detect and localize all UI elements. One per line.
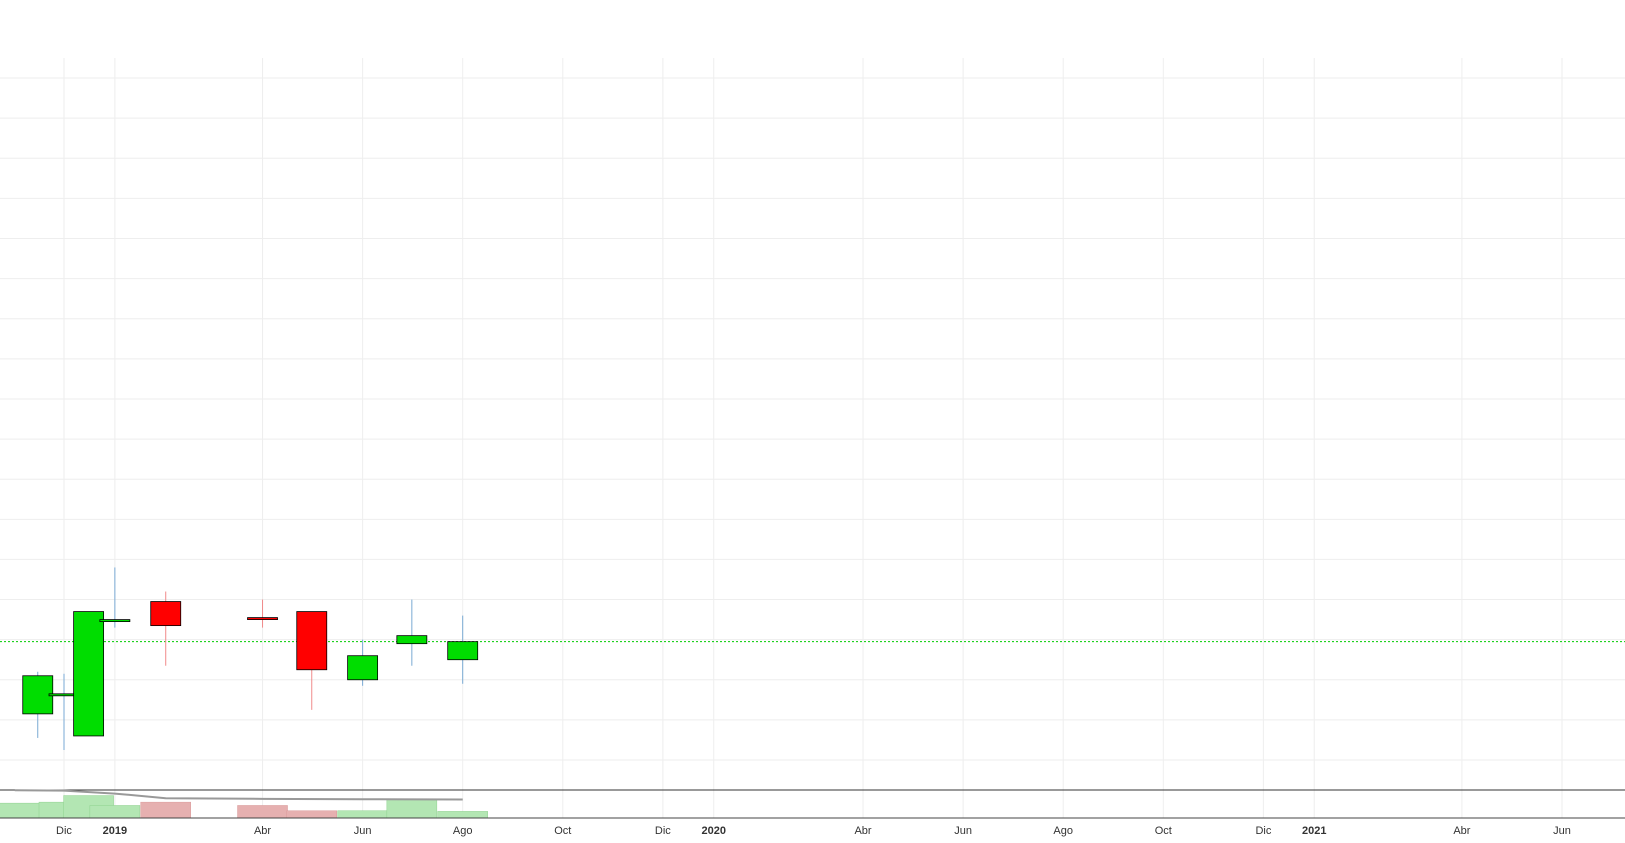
x-tick-label: Dic	[56, 825, 72, 837]
volume-bar	[0, 802, 41, 819]
volume-bar	[386, 799, 438, 819]
x-tick-label: Ago	[453, 825, 473, 837]
candle-body	[347, 655, 379, 681]
candle-body	[150, 601, 182, 627]
candle-body	[296, 611, 328, 671]
candle-body	[396, 635, 428, 645]
x-tick-label: Dic	[655, 825, 671, 837]
x-tick-label: Oct	[1155, 825, 1172, 837]
volume-bar	[237, 805, 288, 819]
volume-bar	[140, 801, 191, 819]
x-tick-label: 2021	[1302, 825, 1326, 837]
candle-bodies	[22, 601, 479, 737]
grid	[0, 58, 1625, 818]
candle-body	[247, 617, 278, 621]
x-tick-label: Abr	[1453, 825, 1470, 837]
x-axis-tick-labels: Dic 2019 Abr Jun Ago Oct Dic 2020 Abr Jun Ago Oct Di…	[56, 825, 1571, 837]
x-tick-label: Oct	[554, 825, 571, 837]
x-tick-label: 2020	[701, 825, 725, 837]
x-tick-label: 2019	[103, 825, 127, 837]
x-tick-label: Ago	[1053, 825, 1073, 837]
volume-bar	[337, 810, 388, 819]
volume-bar	[286, 810, 338, 819]
candle-body	[22, 675, 54, 715]
x-tick-label: Dic	[1255, 825, 1271, 837]
x-tick-label: Abr	[254, 825, 271, 837]
volume-moving-average-line	[14, 789, 463, 801]
candle-body	[99, 619, 131, 622]
volume-bar	[437, 811, 488, 819]
x-tick-label: Jun	[1553, 825, 1571, 837]
volume-bars	[0, 795, 488, 819]
volume-bar	[89, 805, 141, 819]
x-tick-label: Jun	[354, 825, 372, 837]
candle-body	[447, 641, 479, 661]
x-tick-label: Abr	[854, 825, 871, 837]
candle-body	[73, 611, 105, 737]
x-tick-label: Jun	[954, 825, 972, 837]
